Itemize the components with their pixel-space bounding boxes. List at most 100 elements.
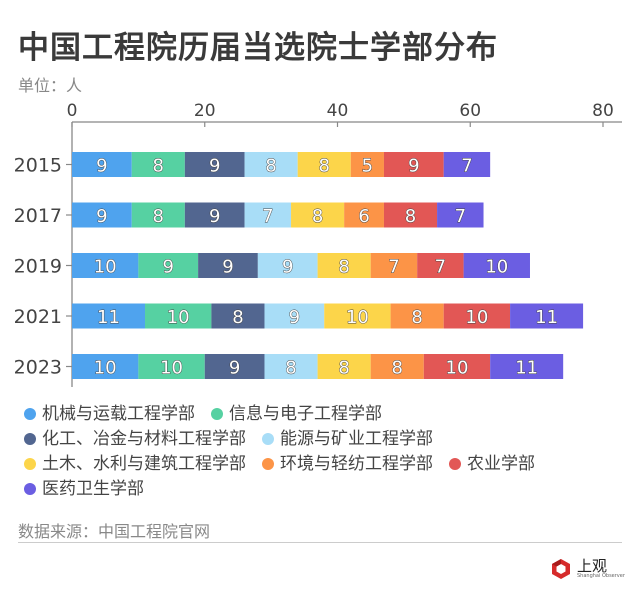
- data-label: 8: [265, 156, 276, 177]
- x-tick-label: 40: [327, 101, 349, 121]
- data-label: 9: [163, 257, 174, 278]
- bar-segment: [317, 253, 371, 278]
- bar-segment: [291, 202, 345, 228]
- data-label: 9: [96, 156, 107, 177]
- legend: 机械与运载工程学部 信息与电子工程学部化工、冶金与材料工程学部 能源与矿业工程学部土…: [24, 402, 624, 502]
- bar-segment: [244, 202, 292, 228]
- data-label: 10: [94, 257, 117, 278]
- bar-segment: [198, 253, 258, 278]
- data-label: 9: [282, 257, 293, 278]
- data-label: 8: [392, 358, 403, 379]
- bar-segment: [72, 354, 139, 379]
- legend-label: 土木、水利与建筑工程学部: [42, 454, 246, 474]
- logo-text-en: Shanghai Observer: [577, 573, 625, 579]
- bar-segment: [297, 152, 351, 177]
- legend-label: 农业学部: [467, 454, 535, 474]
- bar-segment: [324, 303, 391, 329]
- data-label: 7: [388, 257, 399, 278]
- data-label: 10: [167, 307, 190, 328]
- bar-segment: [184, 152, 245, 177]
- data-label: 10: [94, 358, 117, 379]
- data-label: 10: [446, 358, 469, 379]
- bar-segment: [131, 152, 185, 177]
- bar-segment: [344, 202, 384, 228]
- bar-segment: [443, 152, 491, 177]
- bar-segment: [204, 354, 265, 379]
- unit-label: 单位：人: [18, 76, 83, 95]
- bar-segment: [145, 303, 212, 329]
- y-tick-label: 2021: [14, 306, 62, 328]
- data-label: 7: [435, 257, 446, 278]
- bar-segment: [437, 202, 484, 228]
- data-label: 7: [461, 156, 472, 177]
- data-label: 5: [362, 156, 373, 177]
- logo-icon: [552, 559, 570, 579]
- data-label: 8: [411, 307, 422, 328]
- bar-segment: [443, 303, 511, 329]
- bar-segment: [317, 354, 371, 379]
- data-label: 9: [408, 156, 419, 177]
- legend-color-dot: [24, 433, 36, 445]
- data-label: 10: [346, 307, 369, 328]
- data-label: 9: [209, 206, 220, 227]
- bar-segment: [383, 202, 438, 228]
- legend-label: 化工、冶金与材料工程学部: [42, 429, 246, 449]
- bar-segment: [184, 202, 245, 228]
- legend-label: 能源与矿业工程学部: [280, 429, 433, 449]
- logo-text-cn: 上观: [577, 557, 608, 575]
- data-source: 数据来源：中国工程院官网: [18, 522, 211, 541]
- data-label: 8: [232, 307, 243, 328]
- data-label: 8: [318, 156, 329, 177]
- bar-segment: [370, 253, 418, 278]
- data-label: 9: [229, 358, 240, 379]
- stacked-bar-chart: 0 20 40 60 80 2015 9 8 9 8 8 5 9 7 2017 9 8 9 7 8 6 8 7 2019 10 9…: [14, 101, 622, 387]
- legend-color-dot: [211, 408, 223, 420]
- data-label: 9: [209, 156, 220, 177]
- bar-segment: [72, 152, 132, 177]
- legend-item: 医药卫生学部: [24, 477, 144, 502]
- bar-segment: [463, 253, 530, 278]
- data-label: 8: [338, 358, 349, 379]
- legend-row: 化工、冶金与材料工程学部 能源与矿业工程学部: [24, 427, 624, 452]
- bar-segment: [72, 202, 132, 228]
- bar-segment: [264, 303, 325, 329]
- data-label: 8: [153, 156, 164, 177]
- data-label: 7: [455, 206, 466, 227]
- divider: [18, 542, 622, 543]
- legend-color-dot: [262, 433, 274, 445]
- data-label: 11: [535, 307, 558, 328]
- legend-color-dot: [24, 483, 36, 495]
- y-tick-label: 2017: [14, 205, 62, 227]
- data-label: 10: [465, 307, 488, 328]
- data-label: 11: [515, 358, 538, 379]
- chart-title: 中国工程院历届当选院士学部分布: [18, 30, 498, 66]
- logo: 上观 Shanghai Observer: [550, 558, 625, 580]
- x-tick-label: 80: [592, 101, 614, 121]
- data-label: 10: [485, 257, 508, 278]
- y-tick-label: 2023: [14, 357, 62, 379]
- data-label: 7: [262, 206, 273, 227]
- data-label: 8: [153, 206, 164, 227]
- bar-segment: [211, 303, 265, 329]
- y-tick-label: 2019: [14, 256, 62, 278]
- bar-segment: [138, 354, 205, 379]
- legend-color-dot: [262, 458, 274, 470]
- legend-item: 化工、冶金与材料工程学部: [24, 427, 246, 452]
- data-label: 10: [160, 358, 183, 379]
- legend-color-dot: [24, 458, 36, 470]
- data-label: 8: [312, 206, 323, 227]
- legend-item: 农业学部: [449, 452, 535, 477]
- legend-label: 机械与运载工程学部: [42, 404, 195, 424]
- legend-row: 土木、水利与建筑工程学部 环境与轻纺工程学部 农业学部: [24, 452, 624, 477]
- bar-segment: [131, 202, 185, 228]
- legend-row: 机械与运载工程学部 信息与电子工程学部: [24, 402, 624, 427]
- legend-label: 信息与电子工程学部: [229, 404, 382, 424]
- bar-segment: [138, 253, 199, 278]
- bar-segment: [72, 253, 139, 278]
- x-tick-label: 0: [67, 101, 78, 121]
- bar-segment: [264, 354, 318, 379]
- legend-label: 环境与轻纺工程学部: [280, 454, 433, 474]
- bar-segment: [390, 303, 444, 329]
- bar-segment: [417, 253, 464, 278]
- bar-segment: [510, 303, 584, 329]
